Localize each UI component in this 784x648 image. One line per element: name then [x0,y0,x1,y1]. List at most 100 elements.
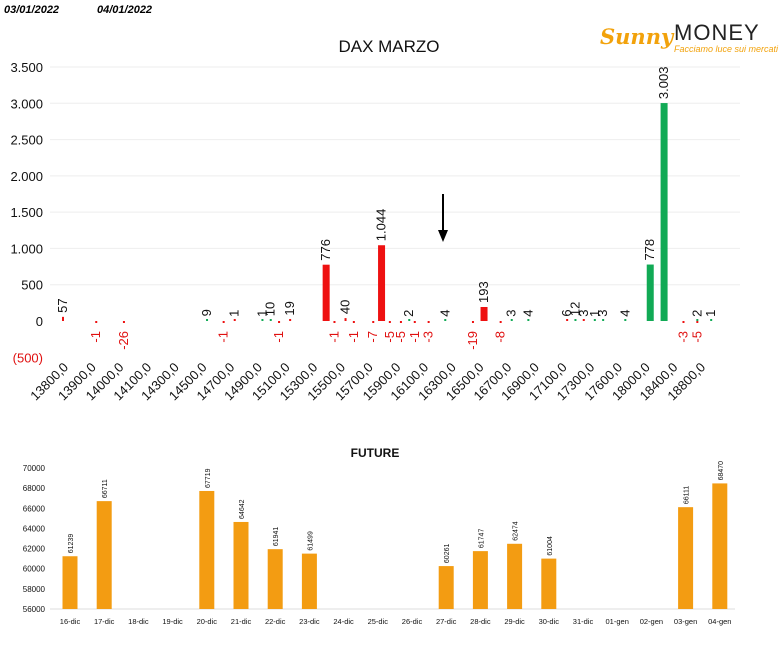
dax-bar [278,321,281,323]
date-right: 04/01/2022 [97,4,153,16]
dax-data-label: 3 [504,310,519,317]
future-x-tick-label: 23-dic [299,617,320,626]
future-x-tick-label: 03-gen [674,617,697,626]
future-x-tick-label: 16-dic [60,617,81,626]
dax-bars: 57-1 -26 -11-119-140-71.044-5-5 -3 -19193-86… [55,67,718,350]
future-bar [541,558,557,609]
future-x-tick-label: 25-dic [368,617,389,626]
dax-bar [233,319,236,321]
future-x-tick-label: 17-dic [94,617,115,626]
future-y-tick-label: 70000 [23,464,46,473]
dax-bar [322,264,330,321]
future-x-tick-label: 27-dic [436,617,457,626]
dax-data-label: -5 [393,331,408,343]
sunny-money-logo: Sunny MONEY Facciamo luce sui mercati [600,20,780,56]
dax-data-label: 3 [576,310,591,317]
dax-bar [696,321,699,323]
dax-marzo-chart: DAX MARZO (500) 0 500 1.000 1.500 2.000 2.500 3… [10,37,740,403]
dax-y-tick-label: 3.000 [10,96,43,111]
dax-data-label: 19 [282,301,297,315]
dax-gridlines [50,66,740,286]
future-data-label: 61239 [68,534,75,554]
future-bar [507,543,523,609]
future-data-label: 61747 [478,529,485,549]
dax-y-tick-label: 1.500 [10,205,43,220]
dax-y-tick-label: 2.500 [10,133,43,148]
dax-data-label: -1 [326,331,341,343]
future-y-tick-label: 68000 [23,484,46,493]
future-bars: 61239 66711 67719 64642 61941 61499 60261 61747… [62,461,728,609]
dax-bar [372,321,375,323]
dax-data-label: -3 [675,331,690,343]
dax-bar [388,321,391,323]
future-y-axis: 56000 58000 60000 62000 64000 66000 68000 70000 [23,464,735,614]
dax-data-label: -7 [365,331,380,343]
dax-data-label: 4 [437,309,452,316]
dax-y-axis: (500) 0 500 1.000 1.500 2.000 2.500 3.000 3.500 [10,60,43,365]
future-bar [96,501,112,609]
future-x-tick-label: 19-dic [162,617,183,626]
dax-data-label: -1 [346,331,361,343]
dax-y-tick-label: 1.000 [10,241,43,256]
dax-bar [499,321,502,323]
future-x-tick-label: 24-dic [333,617,354,626]
dax-bar [333,321,336,323]
future-x-tick-label: 01-gen [606,617,629,626]
future-x-tick-label: 02-gen [640,617,663,626]
dax-data-label: 3.003 [656,67,671,100]
future-data-label: 68470 [718,461,725,481]
dax-bar [408,319,411,321]
dax-bar [95,321,98,323]
future-data-label: 67719 [205,468,212,488]
dax-data-label: 193 [476,281,491,303]
dax-data-label: -1 [271,331,286,343]
dax-y-tick-label: 0 [36,314,43,329]
future-x-tick-label: 29-dic [504,617,525,626]
dax-bar [710,319,713,321]
dax-data-label: -19 [465,331,480,350]
dax-bar [62,316,64,321]
dax-y-tick-label: 3.500 [10,60,43,75]
dax-data-label: 4 [520,309,535,316]
future-x-tick-label: 28-dic [470,617,491,626]
dax-data-label: -26 [116,331,131,350]
dax-bar [624,319,627,321]
future-data-label: 62474 [513,521,520,541]
dax-y-tick-label: 2.000 [10,169,43,184]
future-y-tick-label: 56000 [23,605,46,614]
dax-data-label: 1 [227,310,242,317]
dax-data-label: -8 [493,331,508,343]
dax-bar [399,321,402,323]
dax-bar [646,264,654,321]
dax-data-label: 2 [401,310,416,317]
future-bar [233,521,249,609]
dax-bar [510,319,513,321]
dax-bar [566,319,569,321]
dax-data-label: 10 [263,302,278,316]
future-y-tick-label: 64000 [23,524,46,533]
future-bar [267,549,283,609]
dax-data-label: 12 [567,302,582,316]
future-y-tick-label: 58000 [23,585,46,594]
future-x-tick-label: 21-dic [231,617,252,626]
future-bar [678,507,694,609]
dax-y-tick-label: 500 [21,278,43,293]
dax-bar [378,245,386,321]
future-bar [199,490,215,609]
dax-bar [122,321,125,323]
dax-data-label: 778 [642,239,657,261]
dax-bar [427,321,430,323]
dax-bar [527,319,530,321]
future-x-tick-label: 22-dic [265,617,286,626]
dax-data-label: -1 [216,331,231,343]
dax-data-label: -1 [88,331,103,343]
dax-y-tick-label: (500) [13,350,43,365]
date-left: 03/01/2022 [4,4,60,16]
future-data-label: 66711 [102,479,109,498]
dax-data-label: 9 [199,309,214,316]
logo-sunny-text: Sunny [600,24,674,49]
dax-bar [574,319,577,321]
future-x-tick-label: 04-gen [708,617,731,626]
future-data-label: 61941 [273,527,280,547]
dax-data-label: 6 [559,309,574,316]
